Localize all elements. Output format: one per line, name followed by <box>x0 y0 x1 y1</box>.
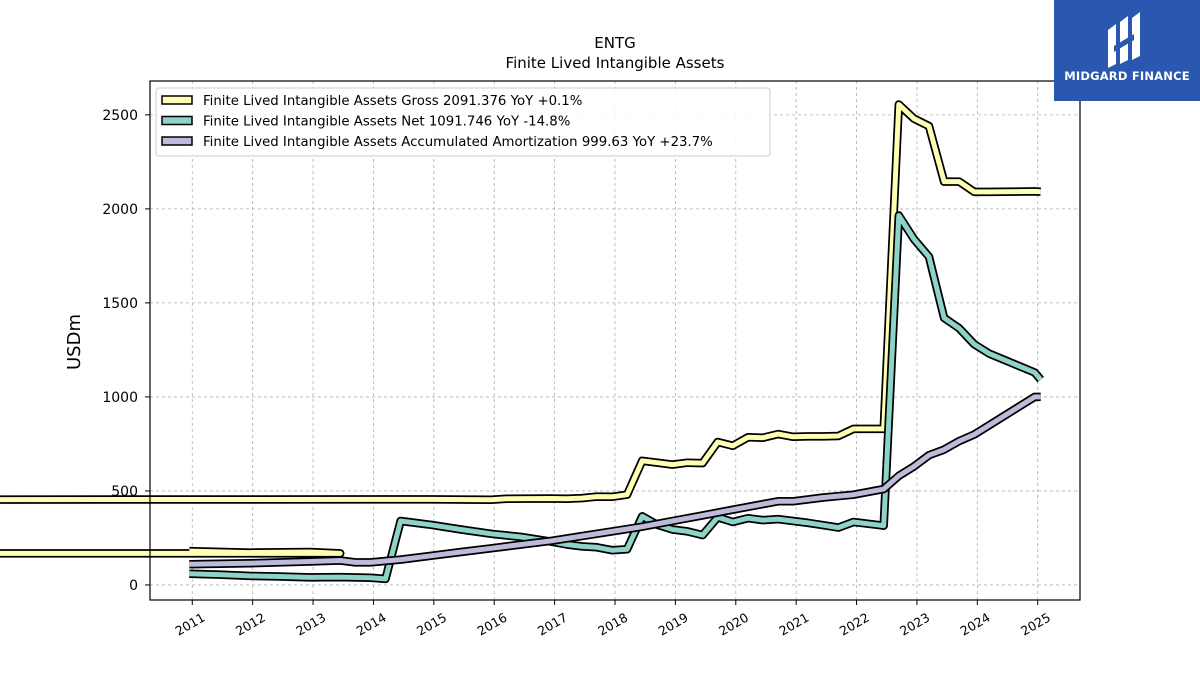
series-line-0 <box>0 102 1041 556</box>
x-tick-label: 2011 <box>172 610 207 639</box>
x-tick-label: 2014 <box>354 610 389 639</box>
x-tick-label: 2024 <box>958 610 993 639</box>
x-tick-label: 2018 <box>595 610 630 639</box>
x-axis: 2011 2012 2013 2014 2015 2016 2017 2018 2019 2020… <box>172 600 1053 639</box>
y-tick-label: 1000 <box>102 390 138 406</box>
legend-swatch-1 <box>161 115 193 126</box>
legend-box <box>155 87 771 157</box>
x-tick-label: 2013 <box>293 610 328 639</box>
x-tick-label: 2017 <box>535 610 570 639</box>
y-axis-label: USDm <box>64 314 85 370</box>
x-tick-label: 2015 <box>414 610 449 639</box>
legend: Finite Lived Intangible Assets Gross 209… <box>155 87 771 157</box>
x-tick-label: 2019 <box>656 610 691 639</box>
x-tick-label: 2025 <box>1018 610 1053 639</box>
legend-label-1: Finite Lived Intangible Assets Net 1091.… <box>203 115 570 130</box>
legend-swatch-2 <box>161 136 193 146</box>
x-tick-label: 2020 <box>716 610 751 639</box>
y-tick-label: 1500 <box>102 296 138 312</box>
x-tick-label: 2023 <box>897 610 932 639</box>
legend-label-0: Finite Lived Intangible Assets Gross 209… <box>203 94 582 109</box>
brand-logo: MIDGARD FINANCE <box>1054 0 1200 101</box>
logo-text: MIDGARD FINANCE <box>1064 69 1190 83</box>
x-tick-label: 2021 <box>776 610 811 639</box>
series-line-2 <box>189 394 1041 567</box>
y-axis: 0 500 1000 1500 2000 2500 <box>102 108 150 594</box>
y-tick-label: 500 <box>111 484 138 500</box>
grid <box>150 81 1080 600</box>
logo-mark-icon <box>1108 12 1140 68</box>
y-tick-label: 2000 <box>102 202 138 218</box>
series-layer <box>0 100 1044 584</box>
chart-subtitle: Finite Lived Intangible Assets <box>506 54 725 72</box>
x-tick-label: 2022 <box>837 610 872 639</box>
legend-swatch-0 <box>161 95 193 105</box>
chart-title: ENTG <box>594 34 635 52</box>
y-tick-label: 0 <box>129 578 138 594</box>
legend-label-2: Finite Lived Intangible Assets Accumulat… <box>203 135 713 150</box>
y-tick-label: 2500 <box>102 108 138 124</box>
x-tick-label: 2016 <box>474 610 509 639</box>
x-tick-label: 2012 <box>233 610 268 639</box>
